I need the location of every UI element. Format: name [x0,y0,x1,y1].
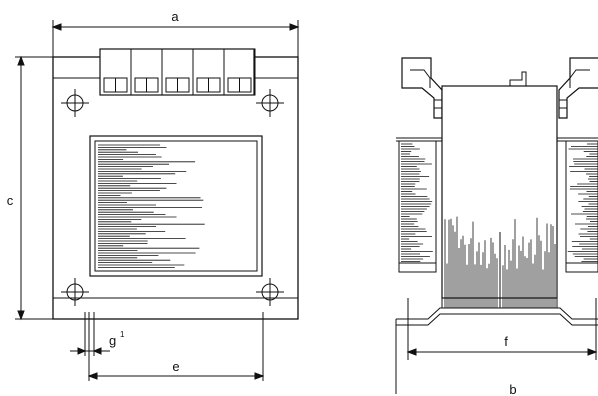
dimension-a-label: a [171,9,179,24]
dimension-c-label: c [7,193,14,208]
mounting-hole [61,89,89,117]
dimension-b: b [395,325,517,396]
side-view [395,57,598,326]
terminal [223,48,256,96]
dimension-g-label: g [109,333,116,348]
dimension-g: g 1 [70,312,125,356]
left-coil [398,140,437,273]
dimension-c: c [7,55,53,321]
mounting-hole [256,278,284,306]
dimension-e-label: e [172,359,179,374]
dimension-f: f [406,298,598,360]
right-top-clamp [558,57,598,119]
right-coil [565,140,598,273]
core-window [89,135,263,277]
dimension-e: e [87,312,265,381]
base-foot [396,307,598,320]
dimension-g-superscript: 1 [120,330,125,339]
dimension-f-label: f [504,334,508,349]
right-coil-windings [567,143,598,262]
mounting-hole [61,278,89,306]
front-view [52,48,299,320]
left-top-clamp [401,57,443,119]
terminal-group [99,48,256,96]
left-coil-windings [401,143,433,262]
mounting-holes [61,89,284,306]
dimension-a: a [51,9,300,57]
front-lamination-lines [98,144,205,268]
dimension-b-label: b [509,382,516,396]
mounting-hole [256,89,284,117]
core-winding-lines [444,216,556,308]
terminal-block [99,48,256,96]
